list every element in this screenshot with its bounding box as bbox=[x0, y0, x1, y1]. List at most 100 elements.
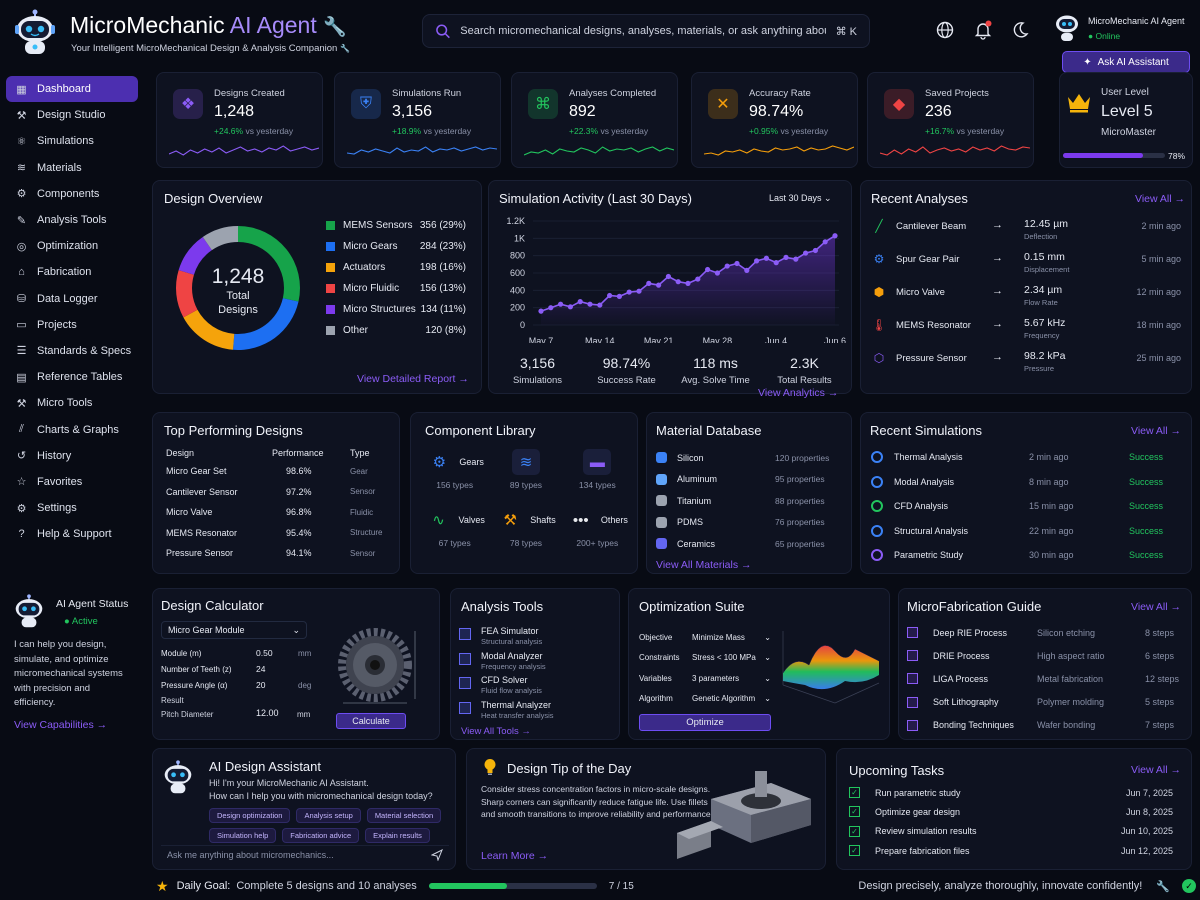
task-item[interactable]: ✓ Run parametric study Jun 7, 2025 bbox=[849, 783, 1173, 802]
chat-input[interactable]: Ask me anything about micromechanics... bbox=[167, 849, 334, 860]
data-point[interactable] bbox=[783, 254, 789, 260]
optimization-field[interactable]: Constraints Stress < 100 MPa ⌄ bbox=[639, 653, 771, 663]
sidebar-item-settings[interactable]: ⚙ Settings bbox=[6, 495, 138, 521]
data-point[interactable] bbox=[803, 250, 809, 256]
calculator-field[interactable]: Number of Teeth (z) 24 bbox=[161, 664, 266, 674]
analysis-tool-item[interactable]: Thermal Analyzer Heat transfer analysis bbox=[459, 699, 615, 724]
sidebar-item-fabrication[interactable]: ⌂ Fabrication bbox=[6, 259, 138, 285]
data-point[interactable] bbox=[538, 308, 544, 314]
sidebar-item-help-support[interactable]: ? Help & Support bbox=[6, 521, 138, 547]
component-valve-icon[interactable]: ∿ Valves 67 types bbox=[419, 505, 490, 557]
data-point[interactable] bbox=[567, 304, 573, 310]
data-point[interactable] bbox=[812, 247, 818, 254]
data-point[interactable] bbox=[744, 267, 750, 273]
search-input[interactable]: Search micromechanical designs, analyses… bbox=[460, 25, 826, 37]
sidebar-item-data-logger[interactable]: ⛁ Data Logger bbox=[6, 286, 138, 312]
data-point[interactable] bbox=[577, 299, 583, 305]
optimize-button[interactable]: Optimize bbox=[639, 714, 771, 731]
table-row[interactable]: MEMS Resonator 95.4% Structure bbox=[166, 527, 383, 538]
analysis-tool-item[interactable]: FEA Simulator Structural analysis bbox=[459, 625, 615, 650]
material-row[interactable]: Ceramics 65 properties bbox=[656, 533, 846, 555]
analysis-row[interactable]: ⚙ Spur Gear Pair → 0.15 mm Displacement 5 min… bbox=[861, 248, 1193, 281]
table-row[interactable]: Cantilever Sensor 97.2% Sensor bbox=[166, 486, 376, 497]
suggestion-chip[interactable]: Material selection bbox=[366, 808, 442, 823]
sidebar-item-optimization[interactable]: ◎ Optimization bbox=[6, 233, 138, 259]
data-point[interactable] bbox=[656, 282, 662, 288]
stat-card-designs-created[interactable]: ❖ Designs Created 1,248 +24.6% vs yesterday bbox=[156, 72, 323, 168]
simulation-row[interactable]: Modal Analysis 8 min ago Success bbox=[861, 472, 1193, 497]
data-point[interactable] bbox=[548, 305, 554, 311]
data-point[interactable] bbox=[636, 288, 642, 294]
checkbox-checked-icon[interactable]: ✓ bbox=[849, 825, 860, 837]
stat-card-accuracy-rate[interactable]: ✕ Accuracy Rate 98.74% +0.95% vs yesterday bbox=[691, 72, 858, 168]
component-dots-icon[interactable]: ••• Others 200+ types bbox=[562, 505, 633, 557]
data-point[interactable] bbox=[832, 233, 838, 239]
suggestion-chip[interactable]: Simulation help bbox=[209, 828, 277, 843]
data-point[interactable] bbox=[734, 260, 740, 267]
component-gear-icon[interactable]: ⚙ Gears 156 types bbox=[419, 447, 490, 499]
suggestion-chip[interactable]: Fabrication advice bbox=[282, 828, 360, 843]
data-point[interactable] bbox=[705, 266, 711, 273]
table-row[interactable]: Micro Valve 96.8% Fluidic bbox=[166, 507, 374, 518]
table-row[interactable]: Pressure Sensor 94.1% Sensor bbox=[166, 548, 376, 559]
analysis-row[interactable]: ⬡ Pressure Sensor → 98.2 kPa Pressure 25 min … bbox=[861, 347, 1193, 380]
suggestion-chip[interactable]: Explain results bbox=[365, 828, 430, 843]
data-point[interactable] bbox=[616, 293, 622, 299]
view-all-link[interactable]: View All → bbox=[1131, 425, 1181, 437]
data-point[interactable] bbox=[714, 270, 720, 276]
view-capabilities-link[interactable]: View Capabilities → bbox=[14, 719, 108, 731]
simulation-row[interactable]: Thermal Analysis 2 min ago Success bbox=[861, 447, 1193, 472]
sidebar-item-components[interactable]: ⚙ Components bbox=[6, 181, 138, 207]
calculator-field[interactable]: Module (m) 0.50 mm bbox=[161, 648, 312, 658]
learn-more-link[interactable]: Learn More → bbox=[481, 850, 549, 862]
sidebar-item-dashboard[interactable]: ▦ Dashboard bbox=[6, 76, 138, 103]
view-all-link[interactable]: View All → bbox=[1135, 193, 1185, 205]
analysis-tool-item[interactable]: CFD Solver Fluid flow analysis bbox=[459, 674, 615, 699]
task-item[interactable]: ✓ Review simulation results Jun 10, 2025 bbox=[849, 822, 1173, 841]
data-point[interactable] bbox=[695, 276, 701, 282]
material-row[interactable]: Titanium 88 properties bbox=[656, 490, 846, 512]
task-item[interactable]: ✓ Prepare fabrication files Jun 12, 2025 bbox=[849, 841, 1173, 860]
component-shaft-icon[interactable]: ⚒ Shafts 78 types bbox=[490, 505, 561, 557]
sidebar-item-simulations[interactable]: ⚛ Simulations bbox=[6, 128, 138, 154]
donut-slice[interactable] bbox=[178, 236, 212, 275]
sidebar-item-projects[interactable]: ▭ Projects bbox=[6, 312, 138, 338]
data-point[interactable] bbox=[754, 258, 760, 264]
data-point[interactable] bbox=[822, 239, 828, 245]
fabrication-item[interactable]: DRIE Process High aspect ratio 6 steps bbox=[907, 644, 1187, 667]
analysis-row[interactable]: 🌡 MEMS Resonator → 5.67 kHz Frequency 18 min … bbox=[871, 317, 1181, 340]
analysis-row[interactable]: ╱ Cantilever Beam → 12.45 µm Deflection 2 min… bbox=[861, 215, 1193, 248]
stat-card-saved-projects[interactable]: ◆ Saved Projects 236 +16.7% vs yesterday bbox=[867, 72, 1034, 168]
range-dropdown[interactable]: Last 30 Days ⌄ bbox=[769, 193, 832, 203]
material-row[interactable]: Aluminum 95 properties bbox=[656, 469, 846, 491]
sidebar-item-history[interactable]: ↺ History bbox=[6, 443, 138, 469]
optimization-field[interactable]: Algorithm Genetic Algorithm ⌄ bbox=[639, 694, 771, 704]
optimization-field[interactable]: Variables 3 parameters ⌄ bbox=[639, 673, 771, 683]
sidebar-item-materials[interactable]: ≋ Materials bbox=[6, 155, 138, 181]
data-point[interactable] bbox=[724, 263, 730, 269]
sidebar-item-analysis-tools[interactable]: ✎ Analysis Tools bbox=[6, 207, 138, 233]
moon-icon[interactable] bbox=[1010, 20, 1030, 40]
sidebar-item-favorites[interactable]: ☆ Favorites bbox=[6, 469, 138, 495]
view-all-materials-link[interactable]: View All Materials → bbox=[656, 559, 752, 571]
analysis-tool-item[interactable]: Modal Analyzer Frequency analysis bbox=[459, 650, 615, 675]
material-row[interactable]: Silicon 120 properties bbox=[656, 447, 846, 469]
donut-slice[interactable] bbox=[176, 270, 198, 318]
fabrication-item[interactable]: Soft Lithography Polymer molding 5 steps bbox=[907, 691, 1187, 714]
sidebar-item-charts-graphs[interactable]: ⫽ Charts & Graphs bbox=[6, 416, 138, 442]
component-spring-icon[interactable]: ≋ 89 types bbox=[490, 447, 561, 499]
sidebar-item-standards-specs[interactable]: ☰ Standards & Specs bbox=[6, 338, 138, 364]
checkbox-checked-icon[interactable]: ✓ bbox=[849, 787, 860, 799]
data-point[interactable] bbox=[626, 289, 632, 295]
send-icon[interactable] bbox=[431, 848, 443, 861]
stat-card-analyses-completed[interactable]: ⌘ Analyses Completed 892 +22.3% vs yesterda… bbox=[511, 72, 678, 168]
suggestion-chip[interactable]: Analysis setup bbox=[296, 808, 361, 823]
search-bar[interactable]: Search micromechanical designs, analyses… bbox=[422, 14, 870, 48]
material-row[interactable]: PDMS 76 properties bbox=[656, 512, 846, 534]
data-point[interactable] bbox=[597, 302, 603, 308]
analysis-row[interactable]: ⬢ Micro Valve → 2.34 µm Flow Rate 12 min ago bbox=[861, 281, 1193, 314]
view-detailed-report-link[interactable]: View Detailed Report → bbox=[357, 373, 469, 385]
fabrication-item[interactable]: Deep RIE Process Silicon etching 8 steps bbox=[907, 621, 1187, 644]
sidebar-item-micro-tools[interactable]: ⚒ Micro Tools bbox=[6, 390, 138, 416]
suggestion-chip[interactable]: Design optimization bbox=[209, 808, 291, 823]
